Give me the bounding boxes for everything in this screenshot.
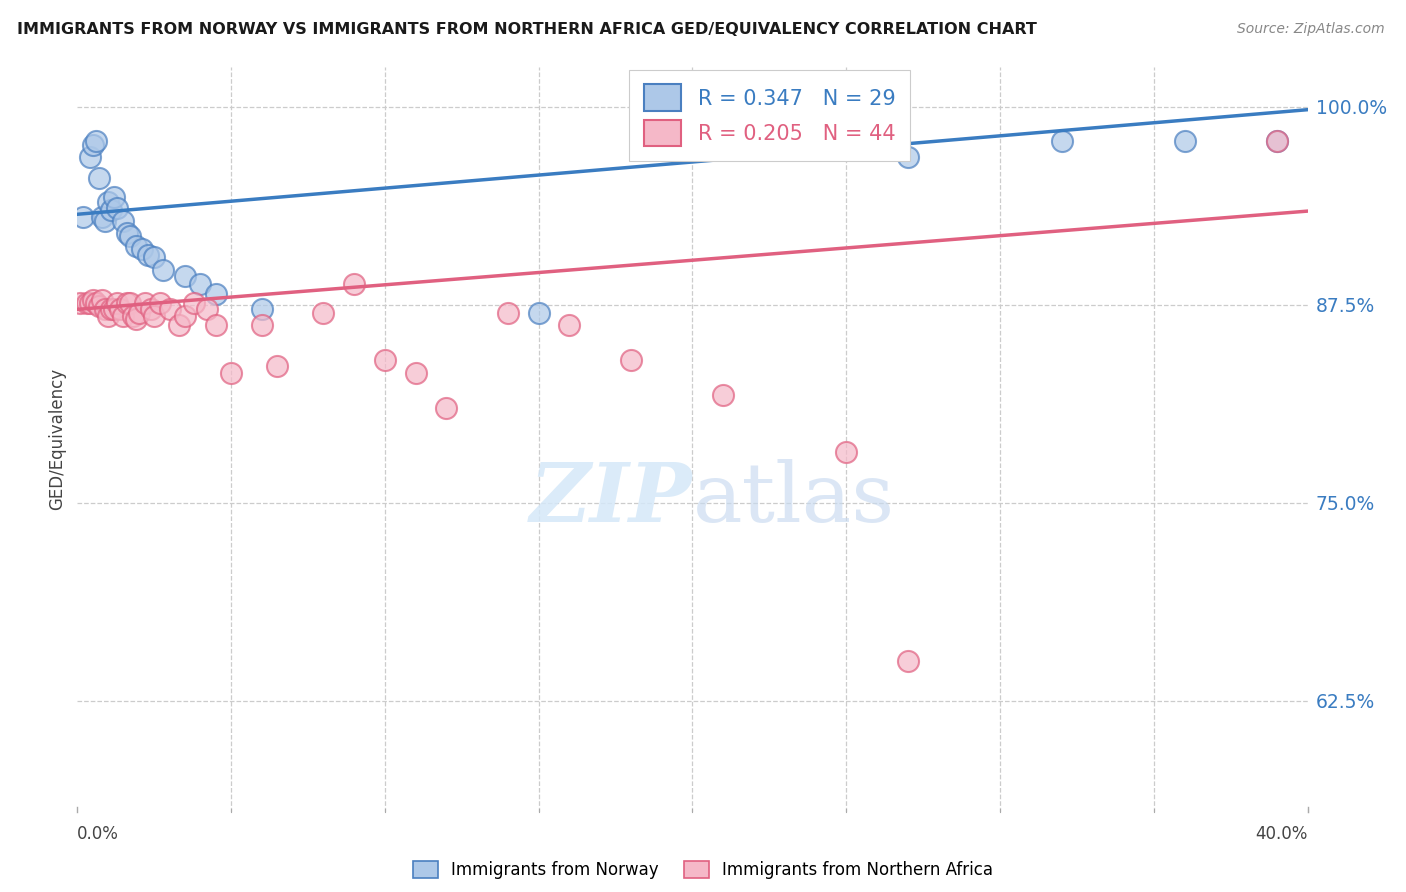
Point (897, 654, 920, 668)
Point (97, 194, 120, 209)
Point (103, 190, 125, 204)
Point (620, 353, 643, 368)
Point (496, 305, 519, 319)
Point (100, 302, 122, 317)
Point (125, 239, 148, 253)
Point (128, 305, 150, 319)
Point (141, 302, 163, 317)
Point (174, 269, 197, 284)
Point (250, 302, 273, 317)
Point (87, 170, 110, 185)
Point (742, 115, 765, 129)
Point (103, 302, 125, 317)
Point (405, 366, 427, 380)
Point (188, 277, 212, 291)
Point (79, 150, 101, 164)
Point (121, 309, 143, 323)
Point (125, 311, 148, 326)
Point (136, 248, 159, 262)
Point (84, 296, 107, 310)
Point (79, 296, 101, 310)
Point (105, 201, 128, 215)
Point (115, 296, 138, 310)
Point (711, 388, 734, 402)
Point (97, 309, 120, 323)
Point (835, 445, 858, 459)
Point (149, 296, 172, 310)
Point (143, 309, 166, 323)
Point (527, 305, 550, 319)
Point (112, 309, 135, 323)
Point (72, 211, 94, 225)
Point (266, 359, 288, 374)
Point (90, 211, 114, 225)
Point (167, 318, 190, 333)
Point (195, 302, 218, 317)
Point (183, 296, 205, 310)
Point (90, 293, 114, 307)
Text: 0.0%: 0.0% (77, 825, 120, 843)
Text: 40.0%: 40.0% (1256, 825, 1308, 843)
Point (374, 353, 396, 368)
Point (152, 262, 174, 277)
Point (76, 296, 98, 310)
Point (250, 318, 273, 333)
Point (87, 299, 110, 313)
Point (1265, 134, 1288, 148)
Point (219, 366, 242, 380)
Text: atlas: atlas (693, 458, 894, 539)
Point (204, 318, 226, 333)
Legend: R = 0.347   N = 29, R = 0.205   N = 44: R = 0.347 N = 29, R = 0.205 N = 44 (628, 70, 910, 161)
Point (105, 296, 128, 310)
Text: Source: ZipAtlas.com: Source: ZipAtlas.com (1237, 22, 1385, 37)
Point (100, 202, 122, 217)
Point (343, 277, 366, 291)
Point (118, 296, 141, 310)
Point (118, 229, 141, 244)
Point (115, 227, 138, 241)
Point (82, 293, 104, 307)
Point (94, 213, 117, 227)
Point (69, 296, 91, 310)
Y-axis label: GED/Equivalency: GED/Equivalency (48, 368, 66, 510)
Point (159, 302, 181, 317)
Point (143, 250, 166, 264)
Point (558, 318, 581, 333)
Legend: Immigrants from Norway, Immigrants from Northern Africa: Immigrants from Norway, Immigrants from … (408, 855, 998, 884)
Point (134, 296, 156, 310)
Point (1174, 134, 1197, 148)
Text: IMMIGRANTS FROM NORWAY VS IMMIGRANTS FROM NORTHERN AFRICA GED/EQUIVALENCY CORREL: IMMIGRANTS FROM NORWAY VS IMMIGRANTS FRO… (17, 22, 1036, 37)
Point (1050, 134, 1073, 148)
Point (112, 213, 135, 227)
Point (1265, 134, 1288, 148)
Point (897, 150, 920, 164)
Point (436, 401, 458, 415)
Point (174, 309, 197, 323)
Point (94, 302, 117, 317)
Point (84, 134, 107, 148)
Point (312, 305, 335, 319)
Point (82, 137, 104, 152)
Point (131, 242, 153, 256)
Point (204, 286, 226, 301)
Text: ZIP: ZIP (530, 458, 693, 539)
Point (110, 302, 132, 317)
